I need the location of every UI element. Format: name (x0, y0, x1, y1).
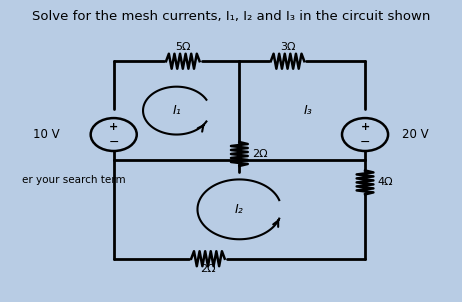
Text: er your search term: er your search term (22, 175, 125, 185)
Text: +: + (360, 122, 370, 132)
Text: −: − (109, 136, 119, 149)
Text: I₁: I₁ (172, 104, 181, 117)
Text: Solve for the mesh currents, I₁, I₂ and I₃ in the circuit shown: Solve for the mesh currents, I₁, I₂ and … (32, 10, 430, 23)
Text: 3Ω: 3Ω (280, 42, 295, 52)
Text: 20 V: 20 V (402, 128, 429, 141)
Text: 5Ω: 5Ω (175, 42, 191, 52)
Text: I₃: I₃ (304, 104, 313, 117)
Text: +: + (109, 122, 118, 132)
Text: 4Ω: 4Ω (377, 177, 393, 188)
Text: I₂: I₂ (235, 203, 244, 216)
Text: 2Ω: 2Ω (200, 264, 216, 274)
Text: 2Ω: 2Ω (252, 149, 267, 159)
Text: 10 V: 10 V (33, 128, 60, 141)
Text: −: − (360, 136, 371, 149)
